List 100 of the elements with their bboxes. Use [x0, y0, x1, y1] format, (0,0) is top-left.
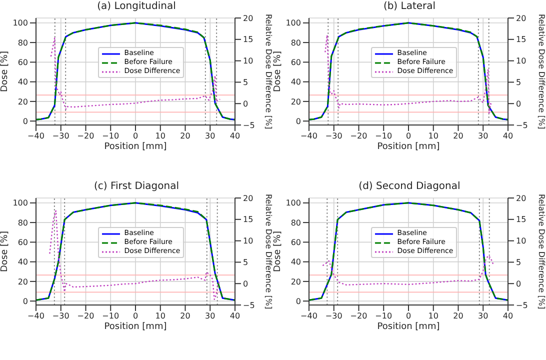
y-tick-label: 60: [290, 58, 301, 68]
y-tick-label: 40: [290, 258, 301, 267]
line-series: [322, 255, 494, 286]
y-tick-label: 100: [286, 18, 301, 28]
line-series: [49, 210, 221, 300]
y-tick-label: 80: [290, 38, 301, 48]
x-tick-label: −30: [325, 132, 342, 141]
y-tick-label: 80: [290, 218, 301, 228]
x-tick-label: 10: [155, 312, 166, 321]
y-tick-label: 20: [18, 97, 28, 106]
x-tick-label: 30: [205, 132, 216, 141]
y-tick-label: 60: [18, 238, 28, 248]
x-axis-title: Position [mm]: [104, 322, 167, 332]
y-tick-label: 40: [18, 258, 28, 267]
y2-tick-label: −5: [243, 120, 255, 130]
y-tick-label: 0: [22, 116, 28, 126]
y2-tick-label: 10: [243, 236, 254, 246]
x-axis-title: Position [mm]: [104, 142, 167, 152]
x-tick-label: −30: [325, 312, 342, 321]
x-tick-label: 30: [478, 312, 488, 321]
y-axis-title: Dose [%]: [0, 230, 10, 272]
y2-tick-label: −5: [243, 300, 255, 310]
x-tick-label: −10: [102, 132, 120, 141]
x-tick-label: 30: [478, 132, 488, 141]
y-tick-label: 0: [22, 296, 28, 306]
x-tick-label: 0: [406, 132, 412, 141]
y2-tick-label: 5: [243, 258, 248, 268]
y2-axis-title: Relative Dose Difference [%]: [264, 194, 274, 310]
y2-tick-label: 10: [243, 56, 254, 66]
x-tick-label: 10: [428, 132, 438, 141]
x-tick-label: −20: [350, 132, 368, 141]
line-series: [36, 22, 235, 120]
y2-axis-title: Relative Dose Difference [%]: [537, 14, 546, 130]
y-tick-label: 0: [296, 296, 301, 306]
x-tick-label: −30: [52, 132, 70, 141]
y-axis-title: Dose [%]: [273, 50, 284, 92]
x-tick-label: 40: [502, 312, 514, 321]
y2-tick-label: 0: [516, 279, 522, 288]
y-tick-label: 0: [296, 116, 301, 126]
x-tick-label: 20: [180, 132, 190, 141]
line-series: [309, 202, 508, 301]
y-tick-label: 20: [290, 97, 301, 106]
y2-tick-label: −5: [516, 300, 528, 310]
x-tick-label: −10: [102, 312, 120, 321]
y-tick-label: 100: [12, 198, 28, 208]
x-tick-label: 0: [132, 132, 138, 141]
y2-tick-label: 0: [516, 99, 522, 108]
x-axis-title: Position [mm]: [377, 322, 440, 332]
y-tick-label: 100: [286, 198, 301, 208]
x-tick-label: −10: [375, 312, 392, 321]
y-tick-label: 80: [18, 38, 28, 48]
y2-tick-label: 0: [243, 279, 248, 288]
line-series: [324, 34, 492, 114]
y2-tick-label: 20: [516, 14, 526, 23]
y2-tick-label: 15: [243, 35, 254, 44]
x-tick-label: 40: [230, 312, 240, 321]
y2-tick-label: 20: [243, 194, 254, 203]
y-tick-label: 60: [18, 58, 28, 68]
y-tick-label: 20: [290, 277, 301, 286]
line-series: [309, 22, 508, 120]
y-tick-label: 40: [18, 78, 28, 87]
chart-title: (c) First Diagonal: [92, 180, 180, 194]
x-tick-label: 0: [132, 312, 138, 321]
y-tick-label: 40: [290, 78, 301, 87]
x-tick-label: −20: [77, 132, 94, 141]
y2-tick-label: 5: [516, 258, 522, 268]
y2-tick-label: 20: [243, 14, 254, 23]
y-tick-label: 60: [290, 238, 301, 248]
y-tick-label: 100: [12, 18, 28, 28]
x-tick-label: −40: [28, 312, 44, 321]
y2-axis-title: Relative Dose Difference [%]: [537, 194, 546, 310]
x-tick-label: −10: [375, 132, 392, 141]
x-tick-label: −40: [300, 132, 318, 141]
y-tick-label: 20: [18, 277, 28, 286]
x-tick-label: 20: [180, 312, 190, 321]
y2-tick-label: 10: [516, 236, 526, 246]
y2-tick-label: 0: [243, 99, 248, 108]
line-series: [50, 38, 221, 110]
chart-title: (d) Second Diagonal: [358, 180, 462, 194]
y2-tick-label: 5: [243, 78, 248, 88]
y-axis-title: Dose [%]: [0, 50, 10, 92]
x-tick-label: −40: [28, 132, 44, 141]
x-tick-label: 10: [428, 312, 438, 321]
y2-axis-title: Relative Dose Difference [%]: [264, 14, 274, 130]
y2-tick-label: 15: [243, 215, 254, 224]
line-series: [36, 202, 235, 301]
y2-tick-label: 15: [516, 215, 526, 224]
x-tick-label: −20: [350, 312, 368, 321]
x-tick-label: 30: [205, 312, 216, 321]
x-tick-label: 0: [406, 312, 412, 321]
x-tick-label: 10: [155, 132, 166, 141]
x-axis-title: Position [mm]: [377, 142, 440, 152]
x-tick-label: −20: [77, 312, 94, 321]
y-tick-label: 80: [18, 218, 28, 228]
x-tick-label: 20: [453, 312, 464, 321]
chart-title: (b) Lateral: [382, 0, 437, 14]
y-axis-title: Dose [%]: [273, 230, 284, 272]
x-tick-label: −40: [300, 312, 318, 321]
x-tick-label: 20: [453, 132, 464, 141]
y2-tick-label: −5: [516, 120, 528, 130]
